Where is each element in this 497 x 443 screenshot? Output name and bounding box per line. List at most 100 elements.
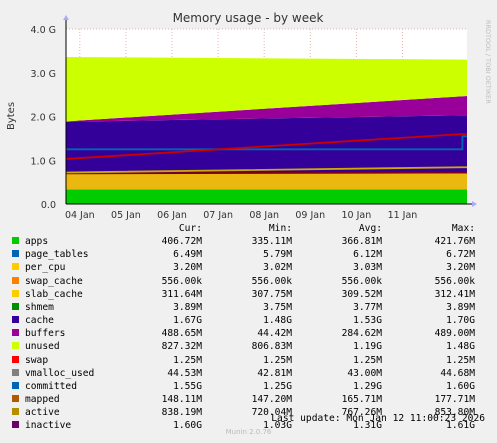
y-tick-label: 0.0 bbox=[41, 200, 56, 211]
legend-cur: 1.25M bbox=[173, 354, 202, 366]
legend-series-name: slab_cache bbox=[25, 288, 83, 300]
legend-row-mapped: mapped 148.11M 147.20M 165.71M 177.71M bbox=[12, 393, 475, 406]
x-tick-label: 04 Jan bbox=[65, 210, 95, 221]
chart-title: Memory usage - by week bbox=[173, 11, 324, 25]
legend-avg: 366.81M bbox=[341, 236, 382, 248]
legend-min: 1.48G bbox=[263, 315, 292, 327]
legend-cur: 311.64M bbox=[161, 288, 202, 300]
legend-avg: 309.52M bbox=[341, 288, 382, 300]
legend-swatch bbox=[12, 237, 19, 245]
legend-min: 5.79M bbox=[263, 249, 292, 261]
legend-avg: 1.29G bbox=[353, 380, 382, 392]
legend-max: 1.60G bbox=[446, 380, 475, 392]
legend-cur: 6.49M bbox=[173, 249, 202, 261]
legend-series-name: page_tables bbox=[25, 249, 89, 261]
legend-min: 806.83M bbox=[251, 341, 292, 353]
y-tick-label: 1.0 G bbox=[31, 156, 57, 167]
legend-max: 1.70G bbox=[446, 315, 475, 327]
legend-min: 3.75M bbox=[263, 301, 292, 313]
legend-swatch bbox=[12, 368, 19, 376]
legend-column-header: Avg: bbox=[358, 223, 382, 234]
legend-min: 720.04M bbox=[251, 407, 292, 419]
axes bbox=[63, 15, 477, 207]
legend-avg: 3.77M bbox=[353, 301, 382, 313]
legend-min: 44.42M bbox=[257, 328, 292, 340]
x-tick-label: 05 Jan bbox=[111, 210, 141, 221]
legend-cur: 1.60G bbox=[173, 420, 202, 432]
series-lines bbox=[65, 133, 467, 190]
legend-max: 1.48G bbox=[446, 341, 475, 353]
legend-table: Cur: Min: Avg: Max: apps 406.72M 335.11M 366.81… bbox=[12, 222, 475, 433]
legend-swatch bbox=[12, 421, 19, 429]
legend-row-page_tables: page_tables 6.49M 5.79M 6.12M 6.72M bbox=[12, 248, 475, 261]
legend-row-per_cpu: per_cpu 3.20M 3.02M 3.03M 3.20M bbox=[12, 261, 475, 274]
legend-cur: 3.89M bbox=[173, 301, 202, 313]
legend-swatch bbox=[12, 263, 19, 271]
legend-row-inactive: inactive 1.60G 1.03G 1.31G 1.61G bbox=[12, 419, 475, 432]
legend-avg: 284.62M bbox=[341, 328, 382, 340]
legend-swatch bbox=[12, 276, 19, 284]
last-update: Last update: Mon Jan 12 11:00:23 2026 bbox=[271, 413, 485, 424]
x-tick-label: 07 Jan bbox=[203, 210, 233, 221]
legend-series-name: shmem bbox=[25, 301, 54, 313]
legend-series-name: swap_cache bbox=[25, 275, 83, 287]
legend-min: 1.25M bbox=[263, 354, 292, 366]
legend-min: 147.20M bbox=[251, 394, 292, 406]
legend-series-name: per_cpu bbox=[25, 262, 66, 274]
x-axis-arrow bbox=[472, 201, 477, 207]
legend-avg: 1.53G bbox=[353, 315, 382, 327]
legend-max: 44.68M bbox=[440, 367, 475, 379]
legend-min: 1.25G bbox=[263, 380, 292, 392]
munin-version: Munin 2.0.76 bbox=[225, 428, 272, 436]
legend-column-header: Cur: bbox=[178, 223, 202, 234]
legend-series-name: buffers bbox=[25, 328, 66, 340]
legend-cur: 838.19M bbox=[161, 407, 202, 419]
legend-max: 177.71M bbox=[434, 394, 475, 406]
line-inactive bbox=[65, 133, 467, 160]
legend-row-vmalloc_used: vmalloc_used 44.53M 42.81M 43.00M 44.68M bbox=[12, 367, 475, 380]
legend-series-name: unused bbox=[25, 341, 60, 353]
y-tick-label: 4.0 G bbox=[31, 25, 57, 36]
area-unused bbox=[66, 57, 467, 122]
legend-swatch bbox=[12, 408, 19, 416]
legend-cur: 3.20M bbox=[173, 262, 202, 274]
legend-max: 853.80M bbox=[434, 407, 475, 419]
x-tick-label: 10 Jan bbox=[341, 210, 371, 221]
area-buffers bbox=[66, 95, 467, 122]
legend-min: 42.81M bbox=[257, 367, 292, 379]
legend-swatch bbox=[12, 316, 19, 324]
legend-avg: 165.71M bbox=[341, 394, 382, 406]
legend-series-name: inactive bbox=[25, 420, 72, 432]
legend-max: 1.25M bbox=[446, 354, 475, 366]
legend-avg: 6.12M bbox=[353, 249, 382, 261]
legend-avg: 3.03M bbox=[353, 262, 382, 274]
y-axis-arrow bbox=[63, 15, 69, 20]
legend-cur: 44.53M bbox=[167, 367, 202, 379]
legend-swatch bbox=[12, 381, 19, 389]
legend-row-buffers: buffers 488.65M 44.42M 284.62M 489.00M bbox=[12, 327, 475, 340]
legend-column-header: Max: bbox=[451, 223, 475, 234]
area-apps bbox=[66, 189, 467, 204]
legend-cur: 1.67G bbox=[173, 315, 202, 327]
tick-labels: 0.0 1.0 G 2.0 G 3.0 G 4.0 G 04 Jan 05 Jan 06 Ja… bbox=[31, 25, 418, 221]
legend-swatch bbox=[12, 250, 19, 258]
x-tick-label: 06 Jan bbox=[157, 210, 187, 221]
legend-header-spacer bbox=[12, 222, 25, 235]
legend-avg: 767.26M bbox=[341, 407, 382, 419]
legend-series-name: active bbox=[25, 407, 60, 419]
line-mapped bbox=[65, 171, 467, 175]
legend-cur: 148.11M bbox=[161, 394, 202, 406]
legend-series-name: mapped bbox=[25, 394, 60, 406]
legend-max: 3.20M bbox=[446, 262, 475, 274]
legend-row-committed: committed 1.55G 1.25G 1.29G 1.60G bbox=[12, 380, 475, 393]
legend-cur: 406.72M bbox=[161, 236, 202, 248]
legend-series-name: vmalloc_used bbox=[25, 367, 95, 379]
legend-min: 307.75M bbox=[251, 288, 292, 300]
legend-min: 3.02M bbox=[263, 262, 292, 274]
legend-row-shmem: shmem 3.89M 3.75M 3.77M 3.89M bbox=[12, 301, 475, 314]
legend-series-name: apps bbox=[25, 236, 49, 248]
legend-max: 1.61G bbox=[446, 420, 475, 432]
legend-avg: 556.00k bbox=[341, 275, 382, 287]
legend-series-name: swap bbox=[25, 354, 49, 366]
line-active bbox=[65, 166, 467, 174]
